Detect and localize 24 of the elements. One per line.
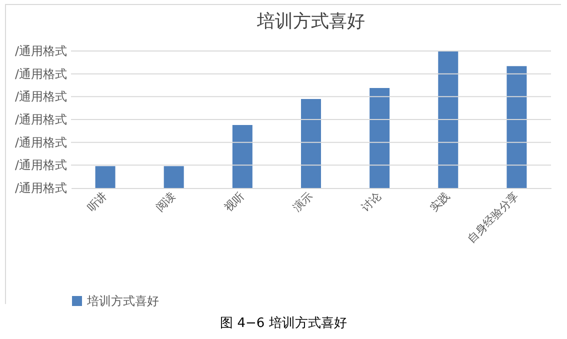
- text: /通用格式: [14, 66, 67, 81]
- bar: [506, 66, 527, 188]
- text: /通用格式: [14, 181, 67, 195]
- bar: [95, 166, 116, 188]
- x-tick-label: 自身经验分享: [465, 190, 521, 246]
- x-tick-label: 视听: [222, 190, 247, 214]
- bar: [232, 124, 252, 188]
- bar: [370, 88, 390, 188]
- bar: [164, 166, 184, 188]
- text: /通用格式: [14, 135, 67, 150]
- text: /通用格式: [14, 112, 67, 126]
- bar: [301, 98, 321, 188]
- x-tick-label: 听讲: [84, 190, 110, 214]
- x-tick-label: 演示: [290, 190, 316, 214]
- text: /通用格式: [14, 158, 67, 172]
- legend-label: 培训方式喜好: [86, 294, 159, 308]
- x-tick-label: 讨论: [359, 190, 384, 214]
- x-tick-label: 实践: [428, 190, 452, 214]
- text: /通用格式: [14, 90, 67, 104]
- x-tick-label: 阅读: [153, 190, 178, 214]
- bar: [438, 51, 458, 188]
- chart-title: 培训方式喜好: [256, 11, 365, 32]
- caption: 图 4−6 培训方式喜好: [219, 315, 348, 332]
- text: /通用格式: [14, 44, 67, 58]
